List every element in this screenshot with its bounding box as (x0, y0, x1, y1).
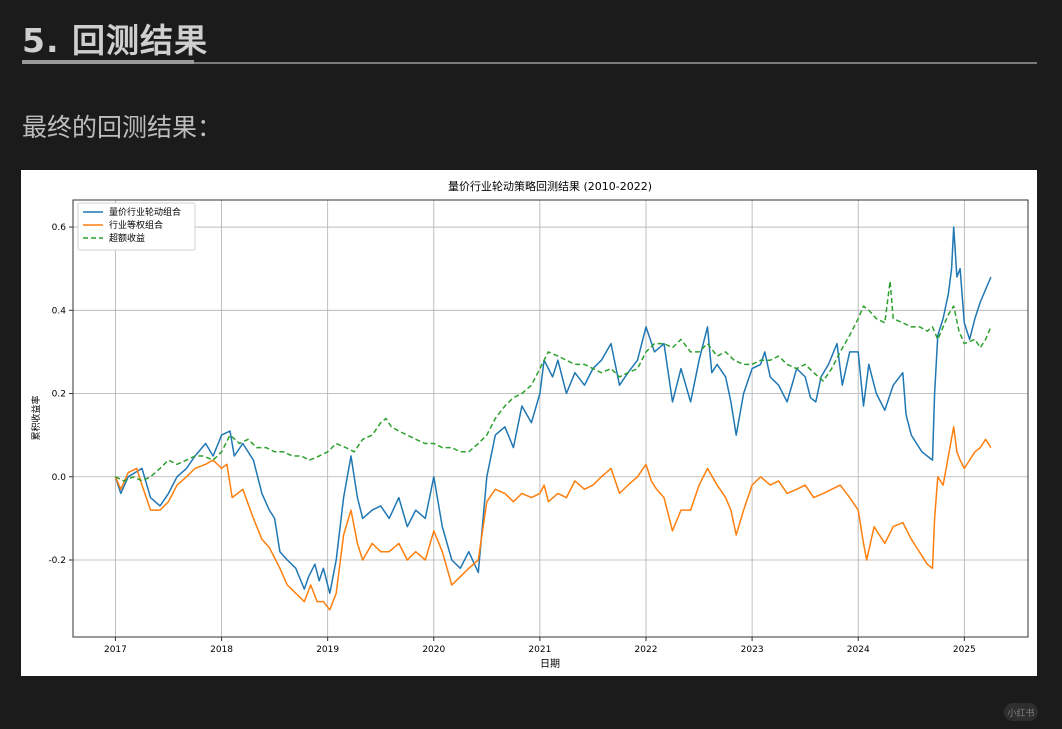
backtest-line-chart: 2017 2018 2019 2020 2021 2022 2023 2024 2025 -0.2… (30, 179, 1029, 670)
x-tick-label: 2020 (422, 645, 445, 655)
y-tick-label: 0.6 (52, 223, 67, 233)
series-layer (114, 226, 992, 611)
x-tick-label: 2025 (953, 645, 976, 655)
series-line-3 (115, 280, 992, 482)
grid-layer (73, 200, 1028, 637)
legend-label-1: 量价行业轮动组合 (109, 206, 181, 218)
x-tick-label: 2024 (847, 645, 870, 655)
x-tick-label: 2022 (635, 645, 658, 655)
heading-divider (22, 62, 1037, 64)
x-axis-label: 日期 (540, 658, 560, 670)
tick-layer: 2017 2018 2019 2020 2021 2022 2023 2024 2025 -0.2… (48, 223, 975, 655)
y-tick-label: -0.2 (48, 556, 66, 566)
series-line-2 (114, 426, 992, 611)
x-tick-label: 2018 (210, 645, 233, 655)
chart-panel: 2017 2018 2019 2020 2021 2022 2023 2024 2025 -0.2… (21, 170, 1037, 676)
legend-box (77, 202, 196, 251)
x-tick-label: 2023 (741, 645, 764, 655)
legend-label-3: 超额收益 (109, 232, 145, 244)
x-tick-label: 2019 (316, 645, 339, 655)
y-tick-label: 0.2 (52, 390, 66, 400)
plot-frame (72, 199, 1029, 638)
intro-text: 最终的回测结果： (22, 113, 223, 142)
x-tick-label: 2017 (104, 645, 127, 655)
y-tick-label: 0.0 (52, 473, 67, 483)
legend-label-2: 行业等权组合 (109, 219, 163, 231)
series-line-1 (114, 226, 992, 595)
chart-title: 量价行业轮动策略回测结果 (2010-2022) (448, 179, 652, 193)
y-tick-label: 0.4 (52, 306, 67, 316)
x-tick-label: 2021 (528, 645, 551, 655)
y-axis-label: 累积收益率 (30, 395, 42, 440)
heading-divider-accent (22, 60, 194, 64)
watermark-logo: 小红书 (1004, 703, 1038, 721)
section-heading: 5. 回测结果 (22, 21, 208, 60)
